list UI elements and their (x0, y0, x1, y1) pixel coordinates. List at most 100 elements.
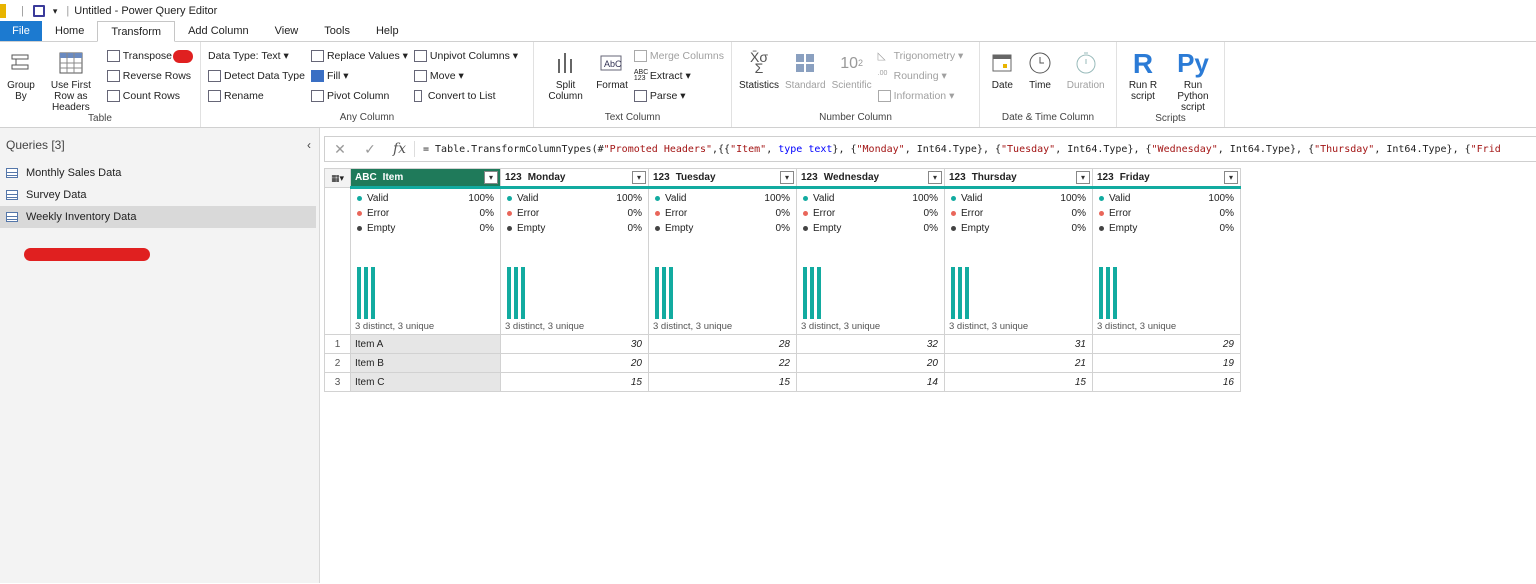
column-filter-dropdown-icon[interactable]: ▾ (632, 171, 646, 184)
distribution-bar (1113, 267, 1117, 319)
value-cell[interactable]: 28 (648, 334, 797, 354)
fill-button[interactable]: Fill ▾ (310, 66, 408, 86)
column-quality-profile: Valid 100% Error 0% Empty 0% 3 distinct, 3 uni… (1092, 186, 1241, 335)
value-cell[interactable]: 22 (648, 353, 797, 373)
column-quality-profile: Valid 100% Error 0% Empty 0% 3 distinct, 3 uni… (648, 186, 797, 335)
table-row[interactable]: 3 Item C 15 15 14 15 16 (324, 372, 1241, 392)
information-button[interactable]: Information ▾ (877, 86, 964, 106)
tab-file[interactable]: File (0, 21, 42, 41)
data-type-icon[interactable]: 123 (801, 172, 818, 183)
count-rows-button[interactable]: Count Rows (106, 86, 193, 106)
tab-home[interactable]: Home (55, 25, 85, 37)
tab-add-column[interactable]: Add Column (188, 25, 249, 37)
table-row[interactable]: 2 Item B 20 22 20 21 19 (324, 353, 1241, 373)
distribution-bar (514, 267, 518, 319)
rename-button[interactable]: Rename (208, 86, 305, 106)
tab-tools[interactable]: Tools (324, 25, 350, 37)
move-button[interactable]: Move ▾ (413, 66, 518, 86)
row-number[interactable]: 2 (324, 353, 351, 373)
value-cell[interactable]: 20 (500, 353, 649, 373)
query-item-survey[interactable]: Survey Data (0, 184, 319, 206)
tab-transform[interactable]: Transform (97, 21, 176, 42)
collapse-pane-icon[interactable]: ‹ (307, 138, 311, 152)
tab-help[interactable]: Help (375, 25, 399, 37)
item-cell[interactable]: Item A (350, 334, 501, 354)
trigonometry-button[interactable]: ◺ Trigonometry ▾ (877, 50, 964, 62)
query-item-weekly-inventory[interactable]: Weekly Inventory Data (0, 206, 316, 228)
scientific-button[interactable]: 10 2 Scientific (829, 46, 875, 112)
fx-icon[interactable]: fx (385, 141, 415, 157)
pivot-column-button[interactable]: Pivot Column (310, 86, 408, 106)
data-type-dropdown[interactable]: Data Type: Text ▾ (208, 50, 289, 62)
column-header-item[interactable]: ABC Item ▾ (350, 168, 501, 188)
value-cell[interactable]: 15 (648, 372, 797, 392)
standard-button[interactable]: Standard (782, 46, 829, 112)
column-filter-dropdown-icon[interactable]: ▾ (484, 171, 498, 184)
data-type-icon[interactable]: 123 (505, 172, 522, 183)
convert-to-list-button[interactable]: Convert to List (413, 86, 518, 106)
parse-button[interactable]: Parse ▾ (633, 86, 724, 106)
distribution-bar (817, 267, 821, 319)
merge-columns-button[interactable]: Merge Columns (633, 46, 724, 66)
table-row[interactable]: 1 Item A 30 28 32 31 29 (324, 334, 1241, 354)
extract-button[interactable]: ABC 123 Extract ▾ (633, 69, 691, 82)
quick-access-dropdown-icon[interactable]: ▾ (52, 5, 58, 16)
use-first-row-button[interactable]: Use First Row as Headers (38, 46, 104, 113)
commit-formula-icon[interactable]: ✓ (364, 140, 376, 157)
value-cell[interactable]: 32 (796, 334, 945, 354)
data-type-icon[interactable]: 123 (949, 172, 966, 183)
replace-values-button[interactable]: Replace Values ▾ (310, 46, 408, 66)
value-cell[interactable]: 15 (944, 372, 1093, 392)
empty-dot-icon (357, 225, 362, 231)
column-header-monday[interactable]: 123 Monday ▾ (500, 168, 649, 188)
parse-icon (633, 90, 647, 102)
value-cell[interactable]: 31 (944, 334, 1093, 354)
column-header-tuesday[interactable]: 123 Tuesday ▾ (648, 168, 797, 188)
format-button[interactable]: AbC Format (593, 46, 631, 112)
value-cell[interactable]: 19 (1092, 353, 1241, 373)
save-icon[interactable] (32, 5, 45, 17)
data-type-icon[interactable]: ABC (355, 172, 377, 183)
column-filter-dropdown-icon[interactable]: ▾ (928, 171, 942, 184)
data-type-icon[interactable]: 123 (653, 172, 670, 183)
column-filter-dropdown-icon[interactable]: ▾ (1224, 171, 1238, 184)
value-cell[interactable]: 21 (944, 353, 1093, 373)
column-header-friday[interactable]: 123 Friday ▾ (1092, 168, 1241, 188)
value-cell[interactable]: 16 (1092, 372, 1241, 392)
item-cell[interactable]: Item B (350, 353, 501, 373)
table-menu-icon[interactable]: ▦▾ (324, 168, 351, 188)
split-column-button[interactable]: Split Column (538, 46, 593, 112)
number-column-group: X̄σ Σ Statistics Standard 10 2 Scientific … (732, 42, 980, 127)
value-cell[interactable]: 15 (500, 372, 649, 392)
query-item-monthly-sales[interactable]: Monthly Sales Data (0, 162, 319, 184)
row-number[interactable]: 3 (324, 372, 351, 392)
value-cell[interactable]: 20 (796, 353, 945, 373)
statistics-button[interactable]: X̄σ Σ Statistics (736, 46, 782, 112)
time-button[interactable]: Time (1025, 46, 1055, 112)
formula-input[interactable]: = Table.TransformColumnTypes(#"Promoted … (423, 143, 1501, 155)
value-cell[interactable]: 14 (796, 372, 945, 392)
run-python-script-button[interactable]: Py Run Python script (1177, 47, 1209, 114)
table-icon (6, 168, 18, 178)
row-number[interactable]: 1 (324, 334, 351, 354)
fill-down-icon (310, 70, 324, 82)
unpivot-columns-button[interactable]: Unpivot Columns ▾ (413, 46, 518, 66)
value-cell[interactable]: 30 (500, 334, 649, 354)
run-r-script-button[interactable]: R Run R script (1128, 47, 1158, 102)
tab-view[interactable]: View (274, 25, 299, 37)
value-cell[interactable]: 29 (1092, 334, 1241, 354)
column-header-wednesday[interactable]: 123 Wednesday ▾ (796, 168, 945, 188)
reverse-rows-button[interactable]: Reverse Rows (106, 66, 193, 86)
item-cell[interactable]: Item C (350, 372, 501, 392)
date-button[interactable]: Date (988, 46, 1016, 112)
duration-button[interactable]: Duration (1064, 46, 1108, 112)
transpose-button[interactable]: Transpose (106, 46, 193, 66)
column-filter-dropdown-icon[interactable]: ▾ (780, 171, 794, 184)
data-type-icon[interactable]: 123 (1097, 172, 1114, 183)
group-by-button[interactable]: Group By (4, 46, 38, 113)
column-filter-dropdown-icon[interactable]: ▾ (1076, 171, 1090, 184)
rounding-button[interactable]: .00 Rounding ▾ (877, 70, 947, 82)
column-header-thursday[interactable]: 123 Thursday ▾ (944, 168, 1093, 188)
detect-data-type-button[interactable]: Detect Data Type (208, 66, 305, 86)
cancel-formula-icon[interactable]: ✕ (334, 140, 346, 157)
